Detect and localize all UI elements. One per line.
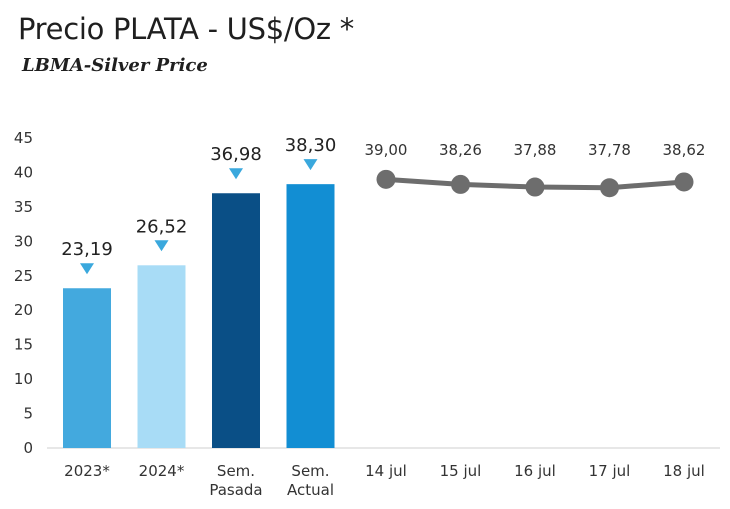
bar xyxy=(286,184,335,448)
line-value-label: 37,78 xyxy=(588,141,631,159)
y-axis: 0 5 10 15 20 25 30 35 40 45 xyxy=(14,129,33,457)
x-category-label: Pasada xyxy=(209,481,262,499)
bar-value-label: 38,30 xyxy=(285,135,337,156)
y-tick-label: 40 xyxy=(14,163,33,181)
y-tick-label: 20 xyxy=(14,301,33,319)
x-category-label: 18 jul xyxy=(663,462,705,480)
y-tick-label: 25 xyxy=(14,267,33,285)
line-series: 39,00 38,26 37,88 37,78 38,62 xyxy=(365,141,706,198)
bar-value-label: 36,98 xyxy=(210,144,262,165)
line-point xyxy=(451,174,470,194)
y-tick-label: 5 xyxy=(23,405,33,423)
x-category-label: 16 jul xyxy=(514,462,556,480)
x-category-label: Sem. xyxy=(217,462,255,480)
bar xyxy=(212,193,260,448)
line-point xyxy=(376,169,396,189)
down-triangle-icon xyxy=(303,159,318,171)
down-triangle-icon xyxy=(154,240,169,252)
down-triangle-icon xyxy=(80,263,94,275)
y-tick-label: 35 xyxy=(14,198,33,216)
y-tick-label: 15 xyxy=(14,336,33,354)
x-category-label: 2023* xyxy=(64,462,110,480)
line-value-label: 37,88 xyxy=(514,141,557,159)
x-category-label: Sem. xyxy=(291,462,329,480)
bar-value-label: 26,52 xyxy=(136,216,188,237)
x-category-label: Actual xyxy=(287,481,334,499)
bar xyxy=(63,288,111,448)
x-category-label: 14 jul xyxy=(365,462,407,480)
down-triangle-icon xyxy=(229,168,243,180)
x-category-label: 2024* xyxy=(139,462,185,480)
bar xyxy=(137,265,186,448)
line-point xyxy=(525,177,545,197)
x-category-label: 15 jul xyxy=(440,462,482,480)
x-category-label: 17 jul xyxy=(589,462,631,480)
y-tick-label: 45 xyxy=(14,129,33,147)
line-value-label: 38,26 xyxy=(439,141,482,159)
y-tick-label: 30 xyxy=(14,232,33,250)
y-tick-label: 10 xyxy=(14,370,33,388)
line-point xyxy=(674,172,694,192)
line-value-label: 38,62 xyxy=(663,141,706,159)
bar-series: 23,19 26,52 36,98 38,30 xyxy=(61,135,336,448)
line-value-label: 39,00 xyxy=(365,141,408,159)
y-tick-label: 0 xyxy=(23,439,33,457)
chart-subtitle: LBMA-Silver Price xyxy=(22,55,208,76)
chart-title: Precio PLATA - US$/Oz * xyxy=(18,12,354,46)
bar-value-label: 23,19 xyxy=(61,239,113,260)
line-point xyxy=(600,178,619,198)
